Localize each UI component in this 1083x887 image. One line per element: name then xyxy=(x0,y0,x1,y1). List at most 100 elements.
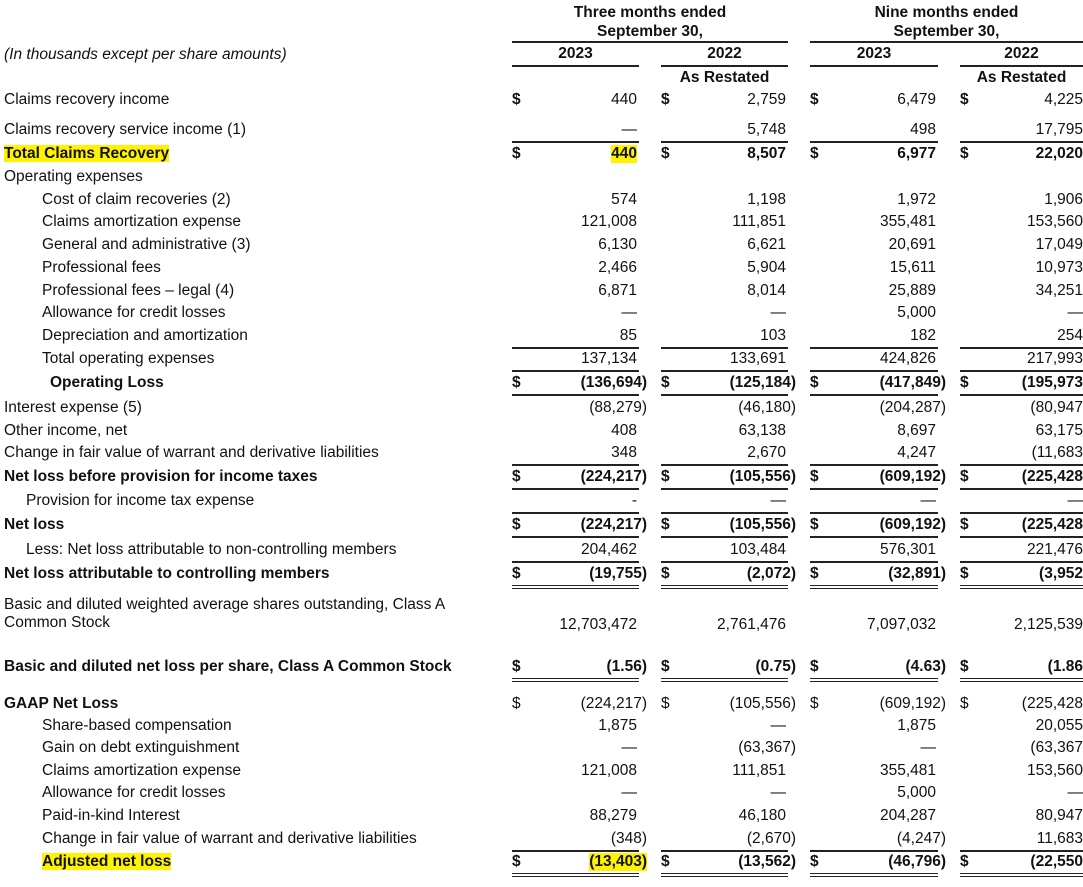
value-cell: $ (1.56) xyxy=(512,658,647,682)
value-cell: — xyxy=(960,492,1083,514)
row-label: Total Claims Recovery xyxy=(4,145,170,163)
value-text: — xyxy=(1067,304,1083,321)
value-cell: — xyxy=(661,304,788,324)
value-text: (105,556) xyxy=(729,468,796,485)
row-label: Paid-in-kind Interest xyxy=(42,807,180,825)
row-label: Change in fair value of warrant and deri… xyxy=(4,444,379,462)
value-text: 1,906 xyxy=(1044,191,1083,208)
value-text: 440 xyxy=(611,91,637,108)
value-cell: $ (609,192) xyxy=(810,516,946,538)
value-cell: $ (224,217) xyxy=(512,468,647,490)
currency-symbol: $ xyxy=(810,565,819,582)
value-cell: $ (609,192) xyxy=(810,695,946,715)
value-text: — xyxy=(770,304,787,321)
header-rule xyxy=(512,41,788,43)
value-cell xyxy=(661,168,788,188)
currency-symbol: $ xyxy=(661,374,670,391)
value-text: 6,871 xyxy=(598,282,637,299)
currency-symbol: $ xyxy=(661,658,670,675)
value-cell: 217,993 xyxy=(960,350,1083,372)
currency-symbol: $ xyxy=(661,853,670,870)
value-text: 153,560 xyxy=(1026,762,1083,779)
row-label-text: Operating expenses xyxy=(4,168,143,185)
value-text: 1,198 xyxy=(747,191,786,208)
value-text: 1,972 xyxy=(897,191,936,208)
value-text: (225,428 xyxy=(1021,695,1083,712)
value-cell: (204,287) xyxy=(810,399,946,419)
value-text: (19,755) xyxy=(589,565,647,582)
value-cell: 6,621 xyxy=(661,236,788,256)
value-cell: 20,055 xyxy=(960,717,1083,737)
value-text: 63,175 xyxy=(1035,422,1083,439)
value-text: 20,055 xyxy=(1035,717,1083,734)
value-cell: 121,008 xyxy=(512,762,639,782)
value-text: (204,287) xyxy=(879,399,946,416)
value-text: (125,184) xyxy=(729,374,796,391)
value-cell: $ (46,796) xyxy=(810,853,946,877)
value-text: 137,134 xyxy=(580,350,637,367)
value-text: 46,180 xyxy=(738,807,786,824)
value-text: 5,000 xyxy=(897,304,936,321)
value-cell: (348) xyxy=(512,830,647,852)
row-label: Basic and diluted weighted average share… xyxy=(4,596,445,632)
value-cell: 153,560 xyxy=(960,213,1083,233)
year-rule xyxy=(960,65,1083,67)
value-text: 8,697 xyxy=(897,422,936,439)
value-cell: 85 xyxy=(512,327,639,349)
value-cell xyxy=(960,168,1083,188)
value-text: 6,621 xyxy=(747,236,786,253)
row-label-text: Interest expense (5) xyxy=(4,399,142,416)
value-text: — xyxy=(1067,492,1083,509)
value-cell: — xyxy=(512,784,639,804)
value-cell: $440 xyxy=(512,91,639,111)
value-cell: — xyxy=(810,492,938,514)
value-cell: $ (609,192) xyxy=(810,468,946,490)
units-note: (In thousands except per share amounts) xyxy=(4,46,287,63)
value-cell: $ (32,891) xyxy=(810,565,946,589)
value-text: 6,130 xyxy=(598,236,637,253)
value-cell: $ (1.86 xyxy=(960,658,1083,682)
currency-symbol: $ xyxy=(960,91,969,108)
value-cell: 17,795 xyxy=(960,121,1083,143)
value-cell: — xyxy=(512,121,639,143)
value-text: 4,247 xyxy=(897,444,936,461)
value-text: 6,479 xyxy=(897,91,936,108)
currency-symbol: $ xyxy=(810,468,819,485)
value-cell: $ (13,562) xyxy=(661,853,796,877)
value-cell: $6,977 xyxy=(810,145,938,165)
row-label-text: Depreciation and amortization xyxy=(42,327,248,344)
value-cell: $ (225,428 xyxy=(960,516,1083,538)
value-text: (80,947 xyxy=(1030,399,1083,416)
value-cell: (11,683 xyxy=(960,444,1083,466)
value-cell: 2,761,476 xyxy=(661,616,788,636)
value-text: (46,796) xyxy=(888,853,946,870)
value-cell: 204,287 xyxy=(810,807,938,827)
value-cell: (63,367) xyxy=(661,739,796,759)
value-text: 111,851 xyxy=(732,762,786,779)
value-cell: $ (105,556) xyxy=(661,695,796,715)
value-cell xyxy=(512,168,639,188)
value-text: 11,683 xyxy=(1036,830,1083,847)
value-text: 85 xyxy=(619,327,637,344)
value-text: (32,891) xyxy=(888,565,946,582)
value-text: 204,287 xyxy=(879,807,936,824)
value-text: (13,562) xyxy=(738,853,796,870)
year-rule xyxy=(661,65,788,67)
value-text: (224,217) xyxy=(580,516,647,533)
value-cell: 103 xyxy=(661,327,788,349)
value-text: (22,550 xyxy=(1030,853,1083,870)
value-cell: 4,247 xyxy=(810,444,938,466)
row-label: Cost of claim recoveries (2) xyxy=(42,191,231,209)
value-text: 88,279 xyxy=(589,807,637,824)
value-cell: 8,014 xyxy=(661,282,788,302)
row-label: Depreciation and amortization xyxy=(42,327,248,345)
value-cell: $ (195,973 xyxy=(960,374,1083,396)
value-cell: $ (3,952 xyxy=(960,565,1083,589)
row-label-text: Share-based compensation xyxy=(42,717,232,734)
value-cell: — xyxy=(661,717,788,737)
currency-symbol: $ xyxy=(661,565,670,582)
value-text: 103 xyxy=(760,327,786,344)
value-text: 4,225 xyxy=(1044,91,1083,108)
year-header: 2022 xyxy=(1004,45,1039,62)
year-rule xyxy=(512,65,639,67)
